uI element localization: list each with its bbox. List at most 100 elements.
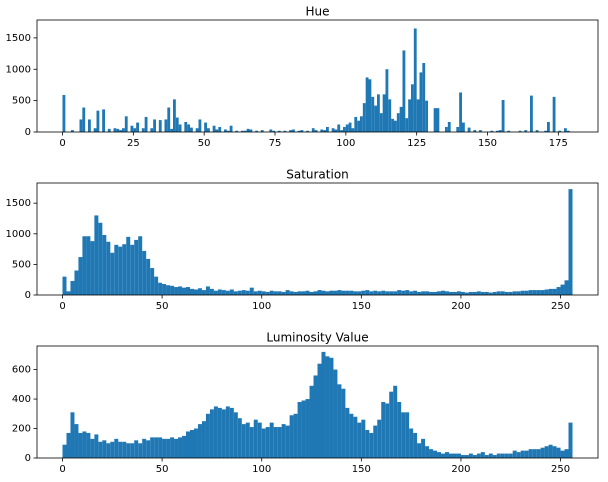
- bar: [184, 121, 188, 132]
- bar: [253, 419, 258, 458]
- bar: [496, 453, 501, 458]
- bar: [524, 290, 529, 295]
- x-tick-label: 0: [59, 138, 65, 149]
- bar: [114, 438, 119, 458]
- bar: [82, 236, 87, 295]
- bar: [532, 290, 537, 295]
- bar: [233, 412, 238, 458]
- bar: [317, 363, 322, 458]
- bar: [377, 291, 382, 295]
- bar: [504, 291, 509, 295]
- bar: [110, 252, 115, 295]
- bar: [62, 276, 67, 295]
- bar: [518, 130, 522, 132]
- bar: [187, 124, 190, 132]
- bar: [389, 291, 394, 295]
- bar: [71, 130, 74, 132]
- bar: [178, 437, 183, 458]
- bar: [70, 280, 75, 295]
- bar: [399, 106, 403, 132]
- bar: [269, 290, 274, 295]
- bar: [354, 116, 358, 132]
- bar: [212, 125, 216, 132]
- bar: [269, 422, 274, 458]
- bar: [566, 130, 570, 132]
- bar: [62, 94, 66, 132]
- bar: [371, 96, 375, 132]
- bar: [448, 453, 453, 458]
- bar: [564, 128, 567, 132]
- bar: [281, 424, 286, 458]
- bar: [536, 290, 541, 295]
- bar: [82, 107, 86, 132]
- bar: [173, 99, 176, 132]
- bar: [166, 438, 171, 458]
- bar: [353, 416, 358, 458]
- bar: [320, 129, 324, 132]
- bar: [459, 92, 462, 132]
- bar: [273, 291, 278, 295]
- bar: [245, 290, 250, 295]
- bar: [556, 287, 561, 295]
- bar: [462, 122, 465, 132]
- x-tick-label: 150: [352, 464, 371, 475]
- bar: [362, 103, 366, 132]
- bar: [186, 287, 190, 295]
- bar: [425, 291, 430, 295]
- bar: [329, 290, 334, 295]
- bar: [205, 286, 210, 295]
- bar: [480, 291, 485, 295]
- bar: [265, 291, 270, 295]
- bar: [305, 399, 310, 458]
- bar: [113, 128, 117, 132]
- bar: [361, 419, 366, 458]
- bar: [381, 402, 386, 458]
- bar: [500, 291, 505, 295]
- bar: [374, 105, 377, 132]
- bar: [448, 291, 453, 295]
- bar: [411, 84, 414, 132]
- bar: [468, 453, 473, 458]
- bar: [345, 290, 350, 295]
- bar: [209, 409, 214, 458]
- bar: [74, 270, 79, 295]
- bar: [508, 453, 513, 458]
- bar: [158, 282, 163, 295]
- bar: [445, 291, 449, 295]
- bar: [492, 455, 497, 458]
- bar: [154, 276, 159, 295]
- bar: [437, 452, 442, 458]
- bar: [241, 424, 246, 458]
- bar: [190, 127, 193, 132]
- bar: [333, 369, 338, 458]
- bar: [93, 128, 97, 132]
- bar: [205, 413, 210, 458]
- bar: [507, 130, 511, 132]
- x-tick-label: 250: [551, 301, 570, 312]
- bar: [90, 241, 95, 295]
- bar: [146, 258, 151, 295]
- bar: [397, 290, 402, 295]
- bar: [394, 120, 397, 132]
- bar: [488, 292, 493, 295]
- bar: [389, 391, 394, 458]
- bar: [445, 126, 448, 132]
- x-tick-label: 100: [252, 464, 271, 475]
- y-tick-label: 200: [12, 424, 31, 435]
- bar: [535, 130, 539, 132]
- bar: [150, 128, 154, 132]
- bar: [447, 121, 451, 132]
- bar: [246, 128, 250, 132]
- bar: [501, 100, 505, 132]
- bar: [357, 120, 360, 132]
- bar: [285, 425, 290, 458]
- x-tick-label: 250: [551, 464, 570, 475]
- bar: [409, 291, 414, 295]
- bar: [382, 94, 386, 132]
- bar: [197, 424, 202, 458]
- x-tick-label: 0: [59, 464, 65, 475]
- bar: [253, 291, 258, 295]
- bar: [277, 291, 282, 295]
- bar: [313, 375, 318, 458]
